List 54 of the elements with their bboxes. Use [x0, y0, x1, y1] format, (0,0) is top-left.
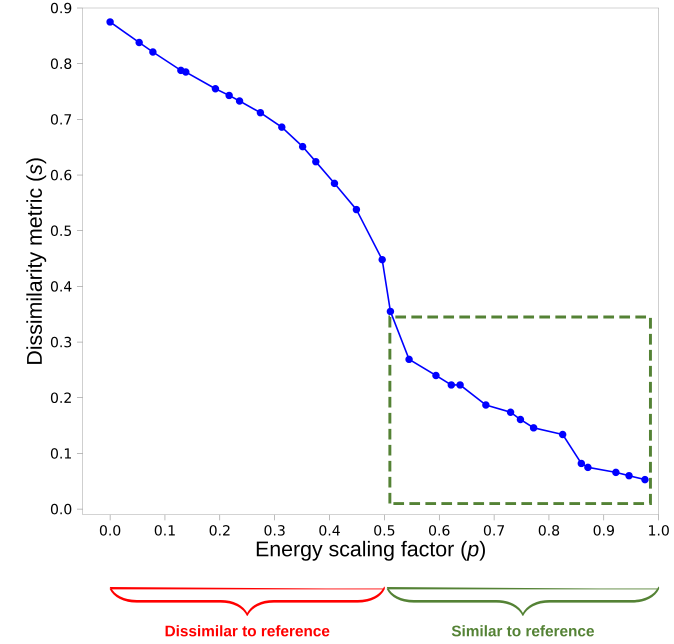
point [386, 308, 394, 316]
point [456, 381, 464, 389]
point [182, 68, 190, 76]
point [625, 472, 633, 480]
y-axis-title: Dissimilarity metric (s) [26, 158, 46, 364]
point [212, 85, 220, 92]
x-tick-label: 0.7 [484, 525, 504, 536]
point [641, 476, 649, 484]
point [506, 408, 514, 416]
text: Dissimilar to reference [166, 625, 330, 636]
x-tick-label: 0.8 [538, 525, 560, 536]
point [578, 460, 586, 468]
point [530, 424, 538, 432]
point [516, 416, 524, 424]
point [149, 48, 157, 56]
point [312, 158, 320, 166]
x-tick-label: 0.3 [264, 525, 285, 536]
x-tick-label: 0.4 [319, 525, 340, 536]
point [558, 430, 566, 438]
point [106, 18, 114, 26]
text: Similar to reference [452, 625, 594, 636]
x-tick-label: 0.1 [154, 525, 175, 536]
point [298, 142, 306, 150]
y-tick-label: 0.6 [50, 170, 72, 180]
point [135, 38, 143, 46]
point [378, 256, 386, 264]
point [482, 401, 490, 409]
y-tick-label: 0.2 [50, 392, 71, 404]
x-tick-label: 0.6 [429, 525, 450, 536]
point [405, 356, 413, 364]
point [236, 97, 244, 105]
x-tick-label: 0.5 [374, 525, 394, 536]
y-tick-label: 0.3 [50, 336, 72, 348]
point [432, 372, 440, 380]
y-tick-label: 0.5 [50, 225, 72, 236]
x-axis-title: Energy scaling factor (p) [256, 540, 485, 561]
x-tick-label: 1.0 [649, 525, 669, 536]
y-tick-label: 0.9 [50, 2, 72, 14]
x-tick-label: 0.0 [100, 525, 120, 536]
x-tick-label: 0.9 [594, 525, 614, 536]
x-tick-label: 0.2 [210, 525, 230, 536]
y-tick-label: 0.8 [50, 58, 72, 69]
point [225, 92, 233, 100]
y-tick-label: 0.0 [50, 504, 72, 514]
point [278, 123, 286, 131]
point [256, 108, 264, 116]
point [352, 206, 360, 214]
y-tick-label: 0.1 [50, 448, 71, 459]
point [612, 468, 620, 476]
y-tick-label: 0.4 [50, 281, 72, 292]
point [448, 381, 456, 389]
point [330, 180, 338, 188]
point [584, 464, 592, 472]
y-tick-label: 0.7 [50, 114, 72, 125]
